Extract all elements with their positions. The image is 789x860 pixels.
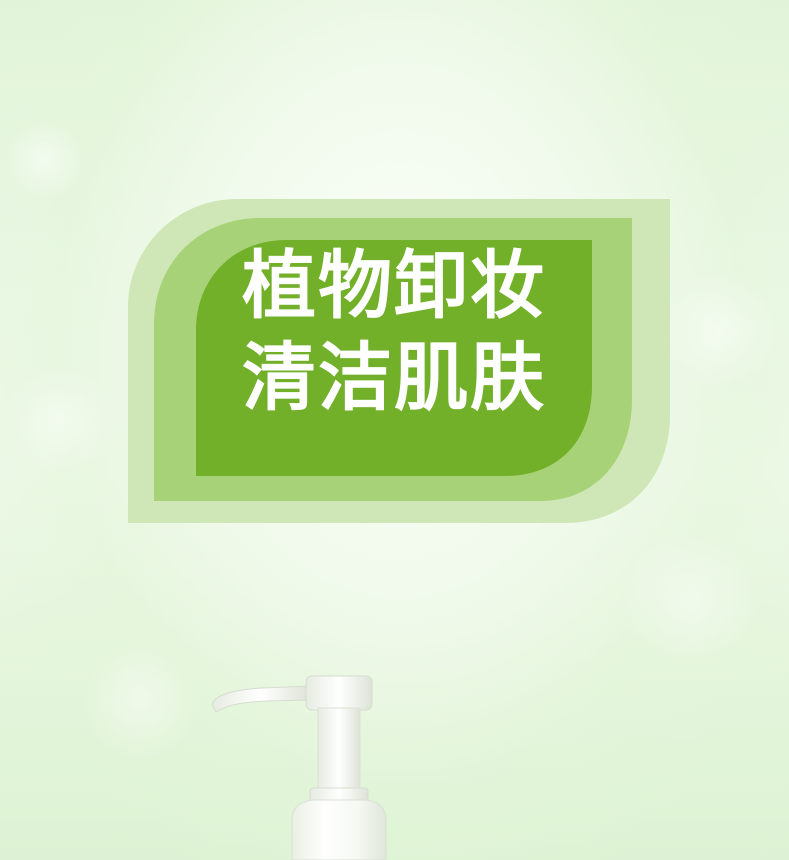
headline-line-1: 植物卸妆: [242, 243, 546, 329]
pump-head: [305, 675, 373, 711]
headline-line-2: 清洁肌肤: [242, 335, 546, 421]
pump-nozzle: [211, 685, 311, 713]
badge-inner-layer: [196, 240, 592, 476]
headline: 植物卸妆 清洁肌肤: [196, 240, 592, 424]
pump-stem: [317, 707, 361, 801]
bottle-body: [291, 799, 387, 860]
